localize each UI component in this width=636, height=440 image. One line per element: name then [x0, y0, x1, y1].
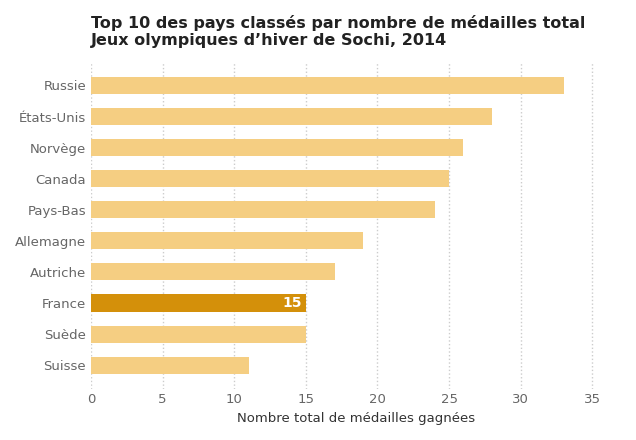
Bar	[91, 232, 363, 249]
Bar	[91, 139, 464, 156]
Bar	[91, 170, 449, 187]
Bar	[91, 264, 335, 280]
Bar	[91, 77, 563, 94]
Text: Top 10 des pays classés par nombre de médailles total
Jeux olympiques d’hiver de: Top 10 des pays classés par nombre de mé…	[91, 15, 585, 48]
Text: 15: 15	[282, 296, 301, 310]
Bar	[91, 201, 435, 218]
Bar	[91, 357, 249, 374]
X-axis label: Nombre total de médailles gagnées: Nombre total de médailles gagnées	[237, 412, 475, 425]
Bar	[91, 108, 492, 125]
Bar	[91, 294, 306, 312]
Bar	[91, 326, 306, 343]
